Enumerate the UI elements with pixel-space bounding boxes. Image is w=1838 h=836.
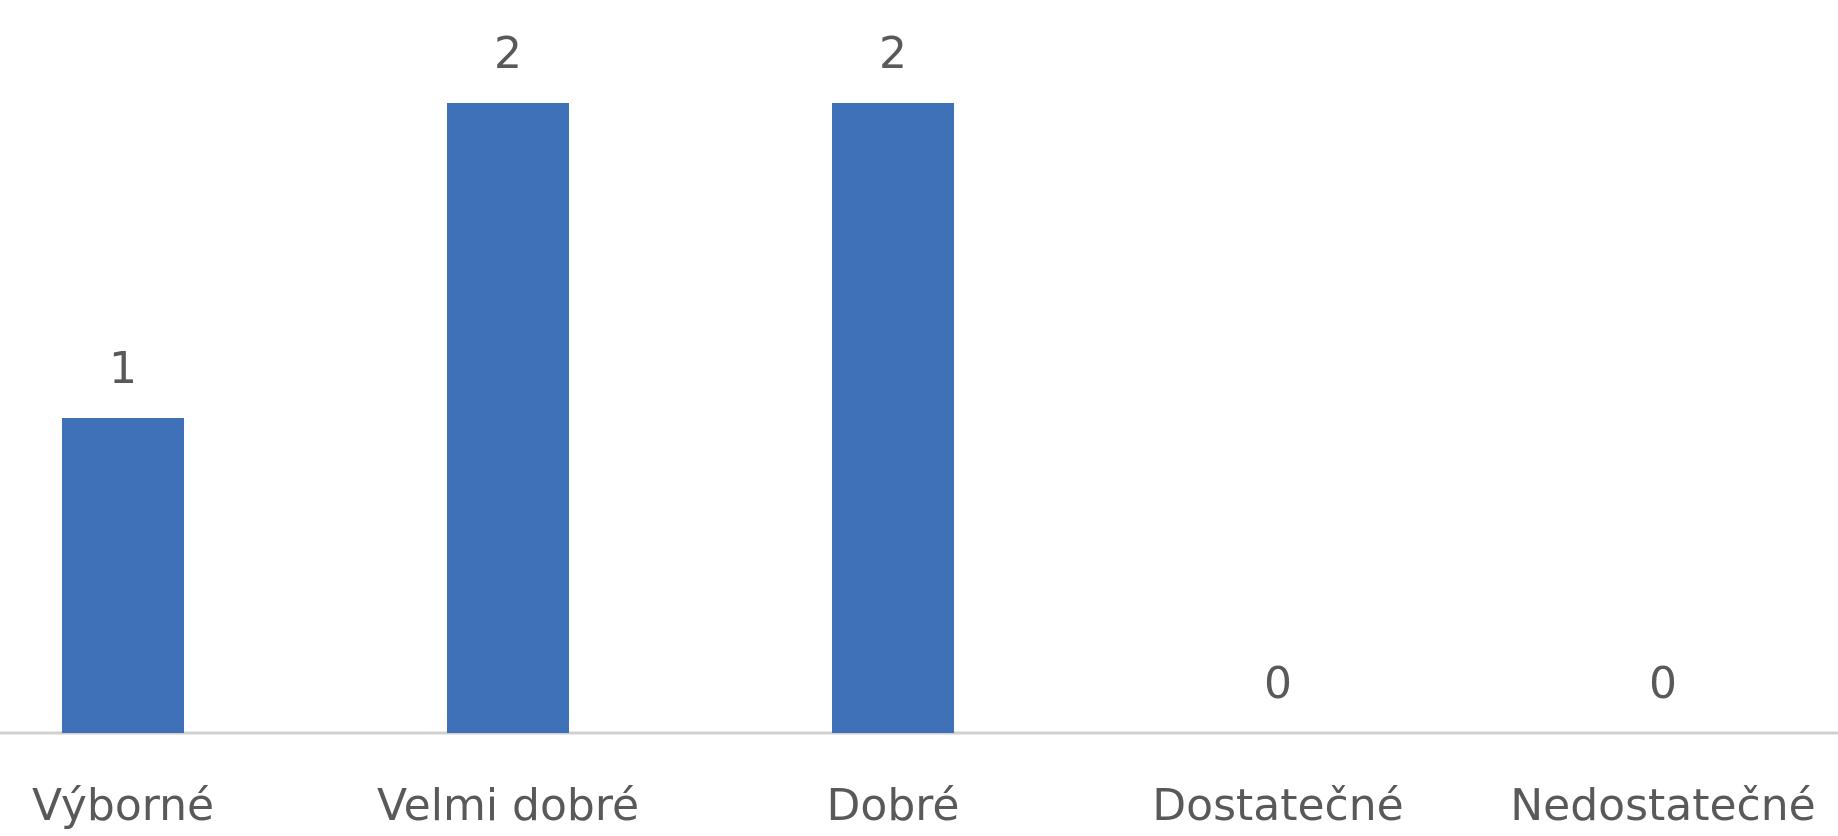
category-label-1: Velmi dobré xyxy=(377,780,639,831)
data-labels-layer: 1 2 2 0 0 xyxy=(109,28,1677,709)
bar-2 xyxy=(832,103,954,733)
bar-1 xyxy=(447,103,569,733)
category-label-2: Dobré xyxy=(827,780,960,831)
data-label-0: 1 xyxy=(109,343,137,394)
data-label-4: 0 xyxy=(1649,658,1677,709)
data-label-2: 2 xyxy=(879,28,907,79)
data-label-3: 0 xyxy=(1264,658,1292,709)
data-label-1: 2 xyxy=(494,28,522,79)
bar-0 xyxy=(62,418,184,733)
bars-layer xyxy=(62,103,954,733)
category-labels-layer: Výborné Velmi dobré Dobré Dostatečné Nedosta… xyxy=(32,780,1816,831)
category-label-3: Dostatečné xyxy=(1152,780,1403,831)
category-label-0: Výborné xyxy=(32,780,214,831)
category-label-4: Nedostatečné xyxy=(1510,780,1815,831)
